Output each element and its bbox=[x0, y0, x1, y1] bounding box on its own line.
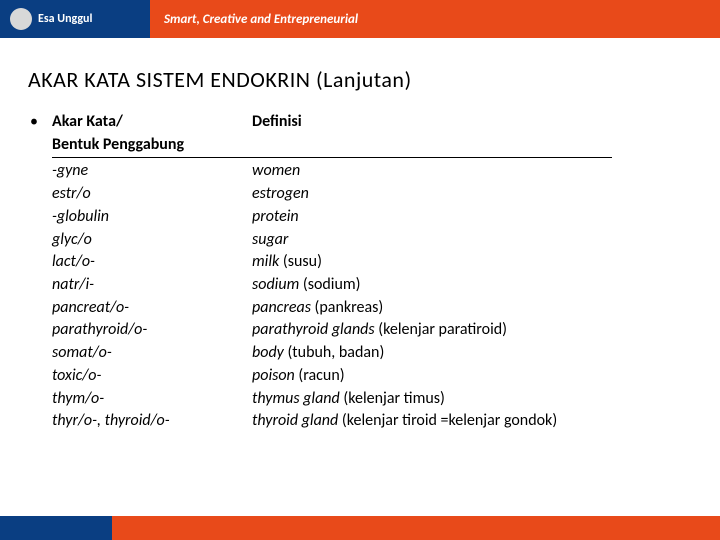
root-word: estr/o bbox=[52, 183, 252, 206]
table-header-row: • Akar Kata/ Bentuk Penggabung Definisi bbox=[30, 111, 692, 156]
header-left: Akar Kata/ Bentuk Penggabung bbox=[52, 111, 252, 156]
definition-english: milk bbox=[252, 252, 279, 271]
definition: protein bbox=[252, 206, 692, 229]
definition: pancreas (pankreas) bbox=[252, 297, 692, 320]
root-word: thyr/o-, thyroid/o- bbox=[52, 410, 252, 433]
definition-english: parathyroid glands bbox=[252, 320, 375, 339]
table-row: somat/o-body (tubuh, badan) bbox=[30, 342, 692, 365]
table-body: -gynewomenestr/oestrogen-globulinprotein… bbox=[30, 160, 692, 433]
root-word: thym/o- bbox=[52, 388, 252, 411]
definition-local: (tubuh, badan) bbox=[284, 343, 384, 362]
table-row: natr/i-sodium (sodium) bbox=[30, 274, 692, 297]
logo-icon bbox=[10, 8, 32, 30]
table-row: pancreat/o-pancreas (pankreas) bbox=[30, 297, 692, 320]
root-word: somat/o- bbox=[52, 342, 252, 365]
root-word: -globulin bbox=[52, 206, 252, 229]
definition-local: (kelenjar timus) bbox=[340, 389, 445, 408]
header-left-line2: Bentuk Penggabung bbox=[52, 135, 184, 154]
definition: poison (racun) bbox=[252, 365, 692, 388]
footer-orange bbox=[112, 516, 720, 540]
definition-local: (sodium) bbox=[299, 275, 360, 294]
logo-text: Esa Unggul bbox=[38, 12, 92, 26]
definition-local: (racun) bbox=[295, 366, 345, 385]
definition-local: (kelenjar tiroid =kelenjar gondok) bbox=[338, 411, 557, 430]
table-row: parathyroid/o-parathyroid glands (kelenj… bbox=[30, 319, 692, 342]
root-word: natr/i- bbox=[52, 274, 252, 297]
definition-local: (pankreas) bbox=[311, 298, 383, 317]
definition-english: poison bbox=[252, 366, 295, 385]
logo-segment: Esa Unggul bbox=[0, 0, 150, 38]
tagline: Smart, Creative and Entrepreneurial bbox=[150, 0, 720, 38]
definition: thyroid gland (kelenjar tiroid =kelenjar… bbox=[252, 410, 692, 433]
definition: parathyroid glands (kelenjar paratiroid) bbox=[252, 319, 692, 342]
definition: thymus gland (kelenjar timus) bbox=[252, 388, 692, 411]
definition-english: pancreas bbox=[252, 298, 311, 317]
definition: sodium (sodium) bbox=[252, 274, 692, 297]
table-row: -gynewomen bbox=[30, 160, 692, 183]
definition: women bbox=[252, 160, 692, 183]
table-row: glyc/osugar bbox=[30, 229, 692, 252]
table-row: thyr/o-, thyroid/o-thyroid gland (kelenj… bbox=[30, 410, 692, 433]
definition-english: sugar bbox=[252, 230, 288, 249]
root-word: lact/o- bbox=[52, 251, 252, 274]
table-row: toxic/o-poison (racun) bbox=[30, 365, 692, 388]
header-underline bbox=[52, 157, 612, 158]
definition-english: estrogen bbox=[252, 184, 309, 203]
footer-blue bbox=[0, 516, 112, 540]
root-word: pancreat/o- bbox=[52, 297, 252, 320]
header-left-line1: Akar Kata/ bbox=[52, 112, 123, 131]
definition-english: protein bbox=[252, 207, 299, 226]
definition-english: body bbox=[252, 343, 284, 362]
definition: body (tubuh, badan) bbox=[252, 342, 692, 365]
root-word: -gyne bbox=[52, 160, 252, 183]
header-right: Definisi bbox=[252, 111, 692, 134]
table-row: -globulinprotein bbox=[30, 206, 692, 229]
definition-english: thymus gland bbox=[252, 389, 340, 408]
definition: estrogen bbox=[252, 183, 692, 206]
footer-band bbox=[0, 516, 720, 540]
root-word: toxic/o- bbox=[52, 365, 252, 388]
content-area: • Akar Kata/ Bentuk Penggabung Definisi … bbox=[0, 111, 720, 433]
table-row: estr/oestrogen bbox=[30, 183, 692, 206]
root-word: glyc/o bbox=[52, 229, 252, 252]
root-word: parathyroid/o- bbox=[52, 319, 252, 342]
definition: sugar bbox=[252, 229, 692, 252]
table-row: thym/o-thymus gland (kelenjar timus) bbox=[30, 388, 692, 411]
header-band: Esa Unggul Smart, Creative and Entrepren… bbox=[0, 0, 720, 38]
definition-english: women bbox=[252, 161, 300, 180]
definition-local: (susu) bbox=[279, 252, 322, 271]
bullet-icon: • bbox=[30, 111, 52, 134]
definition-english: sodium bbox=[252, 275, 299, 294]
table-row: lact/o-milk (susu) bbox=[30, 251, 692, 274]
definition: milk (susu) bbox=[252, 251, 692, 274]
definition-english: thyroid gland bbox=[252, 411, 338, 430]
page-title: AKAR KATA SISTEM ENDOKRIN (Lanjutan) bbox=[0, 38, 720, 111]
definition-local: (kelenjar paratiroid) bbox=[375, 320, 507, 339]
